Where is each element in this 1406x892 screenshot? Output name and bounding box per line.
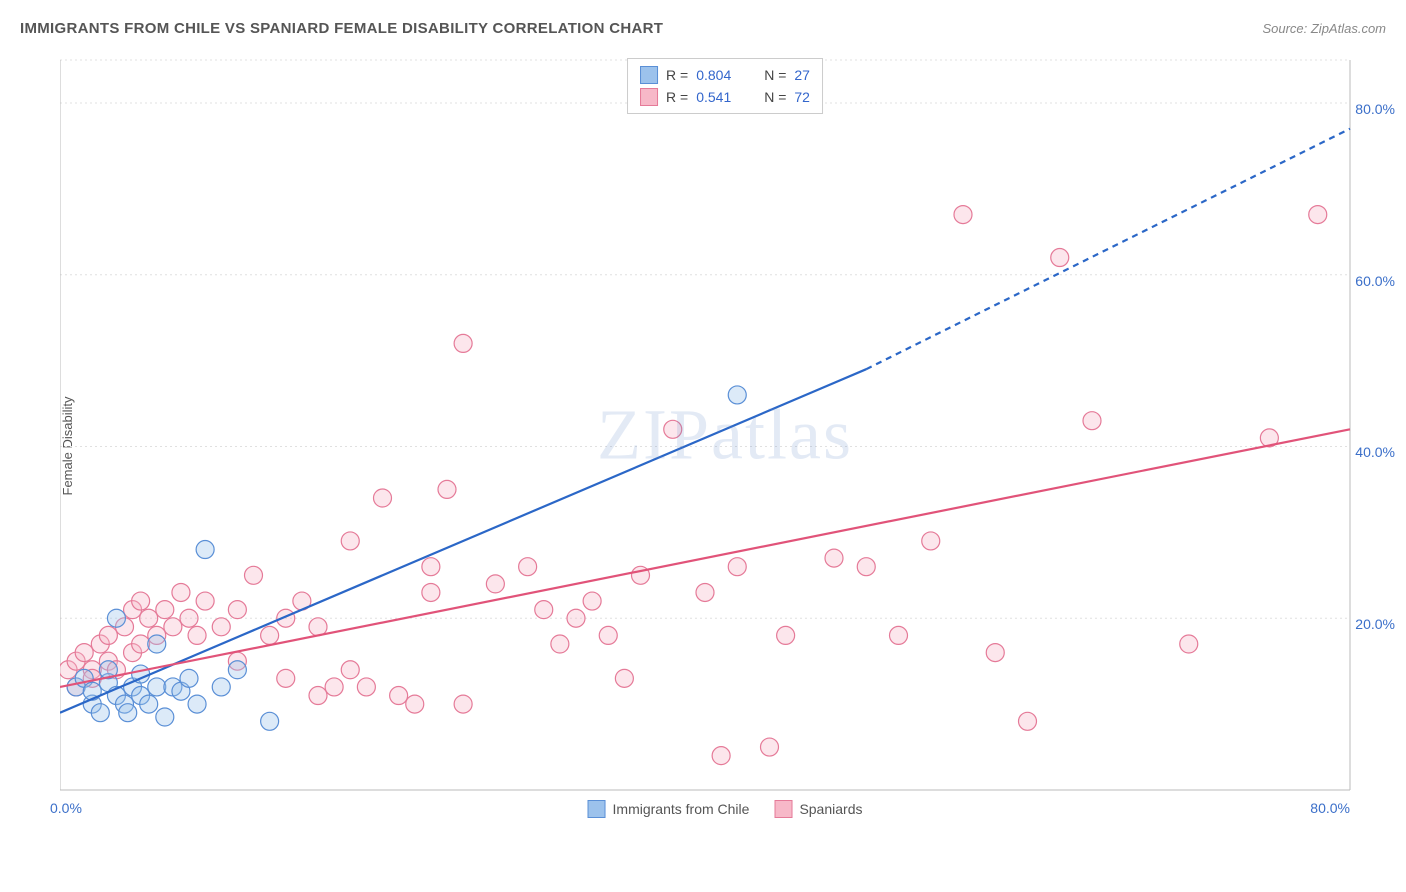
y-tick-label: 60.0% xyxy=(1355,273,1395,289)
y-tick-label: 40.0% xyxy=(1355,444,1395,460)
x-tick-label: 0.0% xyxy=(50,800,82,816)
swatch-spaniards xyxy=(640,88,658,106)
n-value-chile: 27 xyxy=(794,67,810,83)
r-value-chile: 0.804 xyxy=(696,67,746,83)
r-label: R = xyxy=(666,89,688,105)
y-tick-label: 80.0% xyxy=(1355,101,1395,117)
n-label: N = xyxy=(764,89,786,105)
n-value-spaniards: 72 xyxy=(794,89,810,105)
chart-area: ZIPatlas R = 0.804 N = 27 R = 0.541 N = … xyxy=(60,50,1390,820)
legend-item-spaniards: Spaniards xyxy=(774,800,862,818)
swatch-chile-icon xyxy=(588,800,606,818)
swatch-spaniards-icon xyxy=(774,800,792,818)
y-tick-label: 20.0% xyxy=(1355,616,1395,632)
legend-label-chile: Immigrants from Chile xyxy=(613,801,750,817)
source-attribution: Source: ZipAtlas.com xyxy=(1262,21,1386,36)
x-tick-label: 80.0% xyxy=(1310,800,1350,816)
legend-label-spaniards: Spaniards xyxy=(799,801,862,817)
swatch-chile xyxy=(640,66,658,84)
n-label: N = xyxy=(764,67,786,83)
legend-row-chile: R = 0.804 N = 27 xyxy=(640,64,810,86)
legend-row-spaniards: R = 0.541 N = 72 xyxy=(640,86,810,108)
series-legend: Immigrants from Chile Spaniards xyxy=(588,800,863,818)
scatter-plot xyxy=(60,50,1390,820)
correlation-legend: R = 0.804 N = 27 R = 0.541 N = 72 xyxy=(627,58,823,114)
r-label: R = xyxy=(666,67,688,83)
legend-item-chile: Immigrants from Chile xyxy=(588,800,750,818)
r-value-spaniards: 0.541 xyxy=(696,89,746,105)
chart-header: IMMIGRANTS FROM CHILE VS SPANIARD FEMALE… xyxy=(20,20,1386,37)
chart-title: IMMIGRANTS FROM CHILE VS SPANIARD FEMALE… xyxy=(20,20,663,37)
